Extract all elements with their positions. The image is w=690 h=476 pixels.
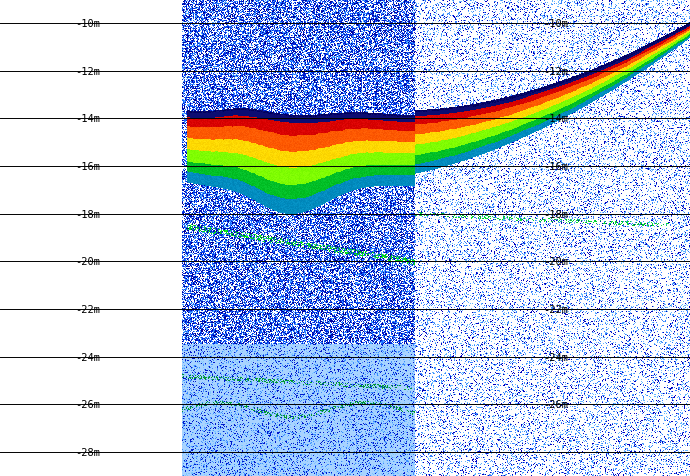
Text: -24m: -24m (75, 352, 101, 362)
Text: -24m: -24m (544, 352, 569, 362)
Text: -26m: -26m (544, 400, 569, 409)
Text: -10m: -10m (544, 19, 569, 29)
Text: -10m: -10m (75, 19, 101, 29)
Text: -12m: -12m (75, 67, 101, 76)
Text: -20m: -20m (75, 257, 101, 267)
Text: -22m: -22m (544, 305, 569, 314)
Text: -18m: -18m (75, 209, 101, 219)
Text: -12m: -12m (544, 67, 569, 76)
Text: -26m: -26m (75, 400, 101, 409)
Text: -18m: -18m (544, 209, 569, 219)
Text: -20m: -20m (544, 257, 569, 267)
Text: -16m: -16m (544, 162, 569, 171)
Text: -22m: -22m (75, 305, 101, 314)
Text: -28m: -28m (75, 447, 101, 457)
Text: -16m: -16m (75, 162, 101, 171)
Text: -14m: -14m (544, 114, 569, 124)
Text: -14m: -14m (75, 114, 101, 124)
